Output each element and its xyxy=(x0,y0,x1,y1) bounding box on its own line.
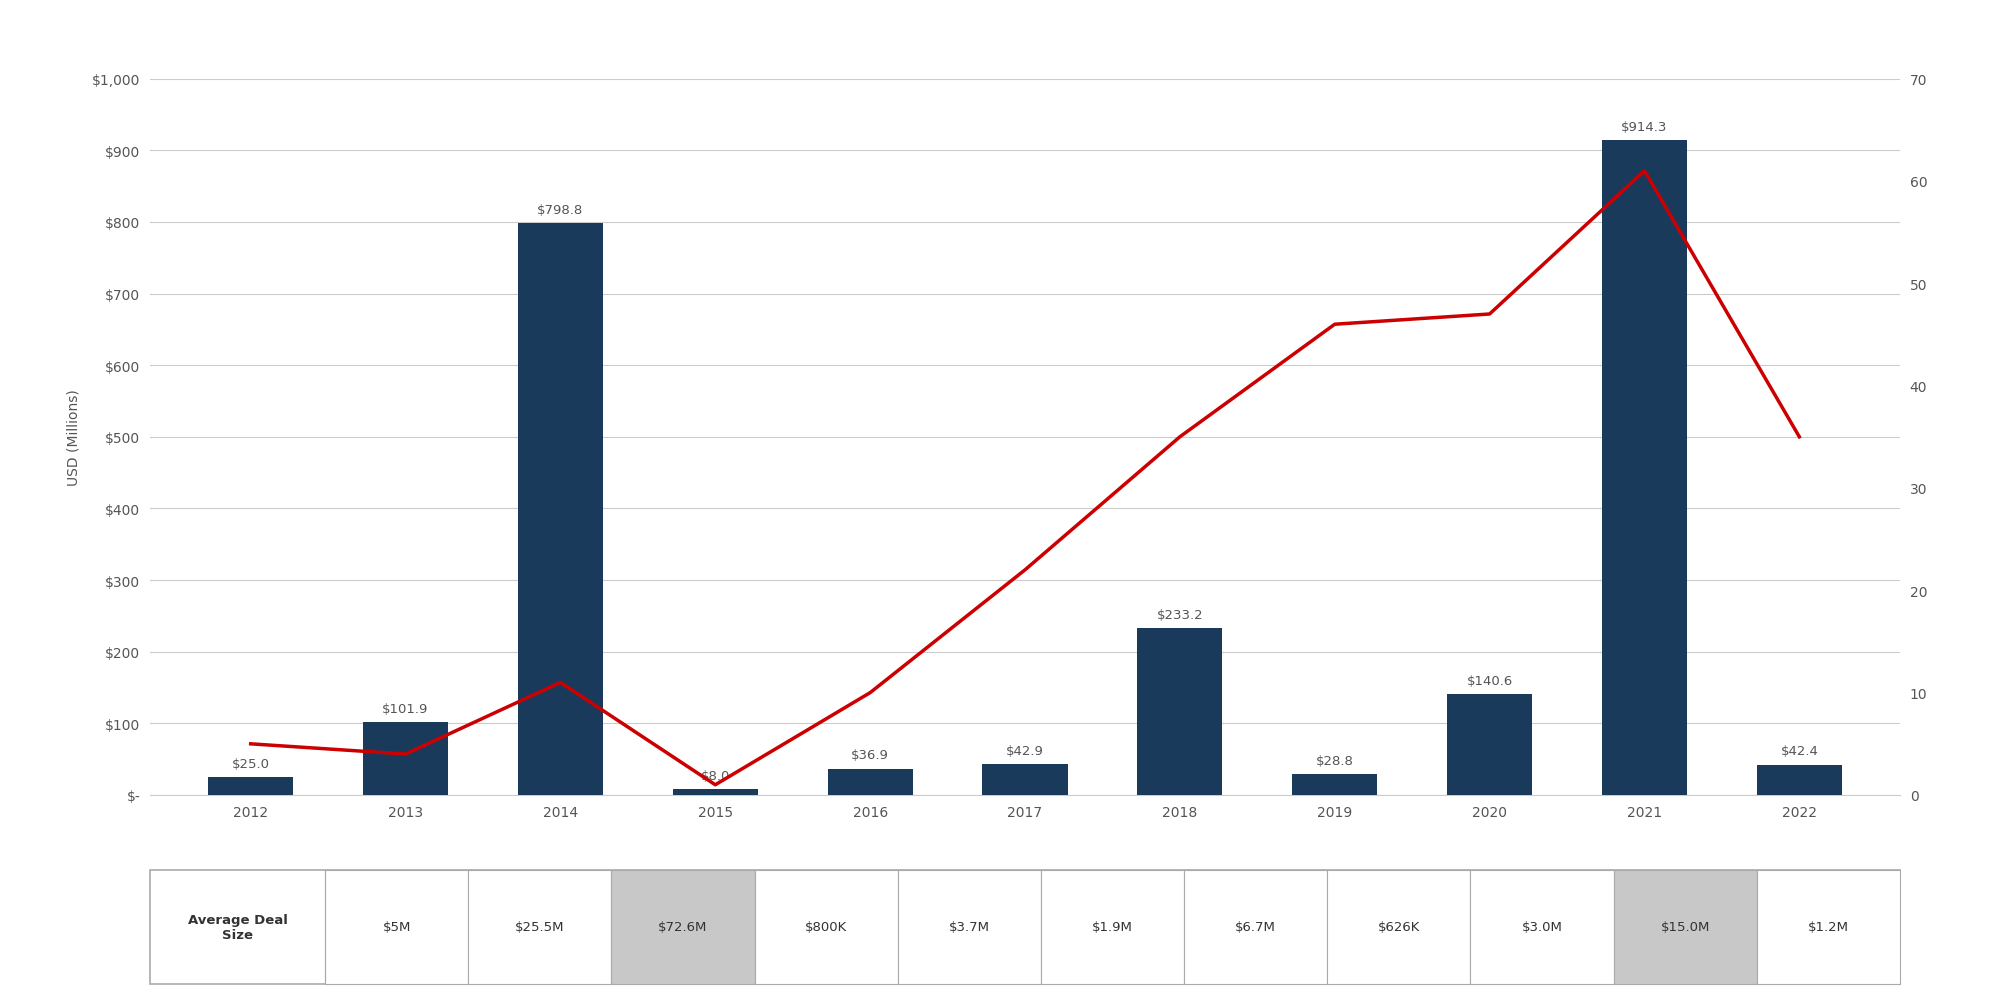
Bar xyxy=(982,764,1068,795)
Bar xyxy=(518,224,602,795)
Bar xyxy=(672,789,758,795)
Bar xyxy=(1138,628,1222,795)
Bar xyxy=(1756,870,1900,984)
Text: $101.9: $101.9 xyxy=(382,702,428,715)
Bar xyxy=(1614,870,1756,984)
Bar xyxy=(1328,870,1470,984)
Text: $42.9: $42.9 xyxy=(1006,745,1044,757)
Bar xyxy=(1448,695,1532,795)
Bar xyxy=(324,870,468,984)
Legend: Capital Invested, Deal Volume: Capital Invested, Deal Volume xyxy=(878,874,1172,900)
Text: $1.2M: $1.2M xyxy=(1808,920,1848,933)
Bar xyxy=(468,870,612,984)
Text: $626K: $626K xyxy=(1378,920,1420,933)
Bar xyxy=(1184,870,1328,984)
Text: $798.8: $798.8 xyxy=(538,204,584,217)
Text: $42.4: $42.4 xyxy=(1780,745,1818,757)
Text: $72.6M: $72.6M xyxy=(658,920,708,933)
Bar xyxy=(898,870,1040,984)
Bar xyxy=(362,723,448,795)
Text: $914.3: $914.3 xyxy=(1622,120,1668,134)
Text: $6.7M: $6.7M xyxy=(1236,920,1276,933)
Bar xyxy=(208,777,294,795)
Text: $3.0M: $3.0M xyxy=(1522,920,1562,933)
Text: $25.0: $25.0 xyxy=(232,757,270,770)
Bar xyxy=(612,870,754,984)
Text: $25.5M: $25.5M xyxy=(516,920,564,933)
Text: $140.6: $140.6 xyxy=(1466,675,1512,688)
Text: $233.2: $233.2 xyxy=(1156,608,1204,621)
Bar xyxy=(1470,870,1614,984)
Text: $8.0: $8.0 xyxy=(700,769,730,782)
Bar xyxy=(1602,141,1688,795)
Text: $1.9M: $1.9M xyxy=(1092,920,1132,933)
Text: $28.8: $28.8 xyxy=(1316,754,1354,767)
Bar xyxy=(828,768,912,795)
Text: Average Deal
Size: Average Deal Size xyxy=(188,912,288,941)
Text: $15.0M: $15.0M xyxy=(1660,920,1710,933)
Bar xyxy=(1292,774,1378,795)
Text: $800K: $800K xyxy=(806,920,848,933)
Bar xyxy=(1756,764,1842,795)
Text: $36.9: $36.9 xyxy=(852,748,890,761)
Text: $3.7M: $3.7M xyxy=(948,920,990,933)
Bar xyxy=(1040,870,1184,984)
Bar xyxy=(754,870,898,984)
Text: $5M: $5M xyxy=(382,920,410,933)
Y-axis label: USD (Millions): USD (Millions) xyxy=(66,389,80,486)
